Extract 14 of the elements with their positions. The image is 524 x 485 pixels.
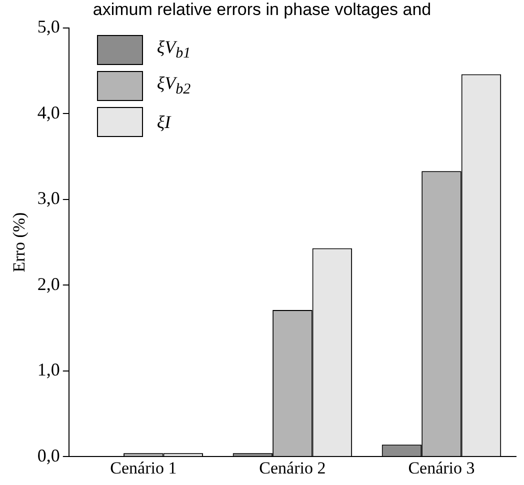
y-tick-label: 2,0 — [37, 274, 60, 294]
y-tick-label: 5,0 — [37, 16, 60, 37]
legend-label: ξI — [156, 112, 171, 132]
y-tick-label: 3,0 — [37, 188, 60, 208]
y-tick-label: 1,0 — [37, 360, 60, 380]
legend-label: ξV$_{b2}$ — [156, 73, 191, 99]
x-tick-label: Cenário 3 — [408, 458, 475, 478]
y-tick-label: 0,0 — [37, 445, 60, 466]
x-tick-label: Cenário 1 — [110, 458, 177, 478]
x-tick-label: Cenário 2 — [259, 458, 326, 478]
y-tick-label: 4,0 — [37, 102, 60, 122]
chart-title: aximum relative errors in phase voltages and — [92, 0, 432, 19]
y-axis-title: Erro (%) — [10, 212, 29, 272]
legend-label: ξV$_{b1}$ — [156, 37, 191, 63]
